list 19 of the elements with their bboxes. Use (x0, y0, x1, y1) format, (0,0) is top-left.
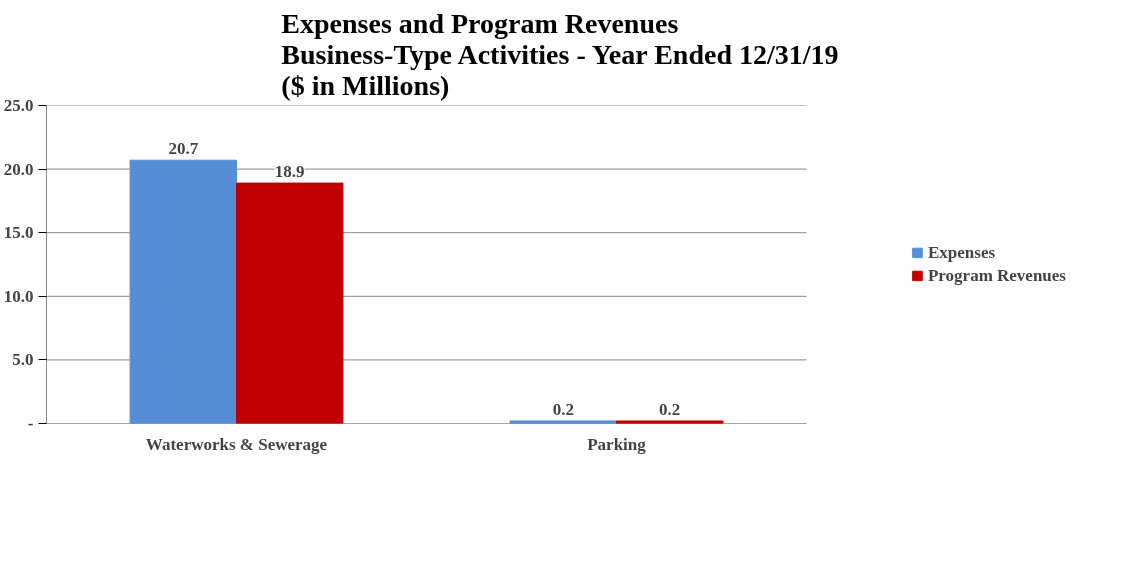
y-tick-label: 25.0 (3, 96, 34, 115)
y-tick-label: 5.0 (12, 350, 34, 370)
x-tick-label: Waterworks & Sewerage (145, 434, 328, 454)
y-tick-label: 20.0 (3, 159, 34, 179)
x-tick-label: Parking (587, 434, 647, 454)
y-tick-label: - (27, 414, 34, 433)
chart-title: Expenses and Program Revenues Business-Type Activities - Year Ended 12/31/19 ($ in Millions) (281, 7, 839, 101)
legend-label: Program Revenues (927, 265, 1066, 286)
bar (509, 420, 617, 424)
data-label: 0.2 (659, 399, 681, 419)
bar (236, 182, 344, 424)
legend-label: Expenses (927, 242, 996, 263)
y-tick-label: 15.0 (3, 223, 34, 243)
data-label: 0.2 (552, 399, 574, 419)
bar (616, 420, 724, 424)
data-label: 18.9 (274, 162, 305, 182)
bar (129, 159, 237, 424)
data-label: 20.7 (168, 139, 199, 159)
y-tick-label: 10.0 (3, 286, 34, 306)
